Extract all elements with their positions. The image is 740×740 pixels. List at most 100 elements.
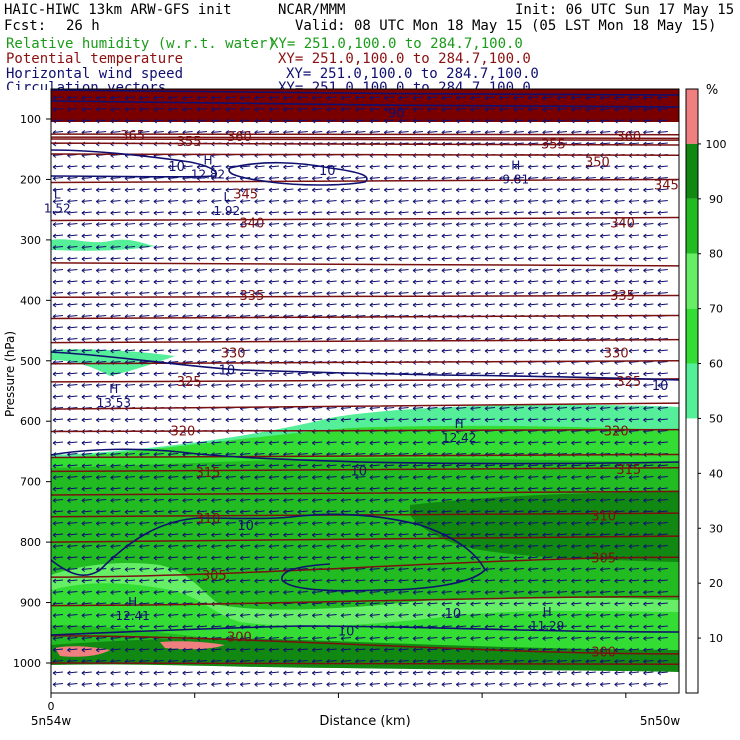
vector-arrow: [110, 624, 121, 630]
vector-arrow: [628, 210, 640, 216]
vector-arrow: [297, 256, 308, 262]
vector-arrow: [470, 440, 481, 446]
vector-arrow: [182, 521, 193, 526]
potential-temperature-contours: [51, 133, 679, 665]
vector-arrow: [355, 383, 366, 388]
vector-arrow: [499, 601, 510, 607]
vector-arrow: [124, 256, 136, 262]
vector-arrow: [499, 325, 510, 331]
vector-arrow: [628, 256, 640, 262]
vector-arrow: [628, 636, 640, 641]
vector-arrow: [182, 509, 193, 515]
vector-arrow: [167, 624, 179, 630]
theta-label: 360: [227, 130, 252, 145]
vector-arrow: [441, 417, 452, 423]
vector-arrow: [412, 279, 424, 285]
vector-arrow: [283, 532, 294, 538]
vector-arrow: [225, 383, 236, 388]
vector-arrow: [196, 337, 208, 342]
vector-arrow: [369, 325, 380, 331]
vector-arrow: [527, 417, 539, 423]
vector-arrow: [182, 256, 193, 262]
vector-arrow: [225, 509, 236, 515]
vector-arrow: [484, 532, 496, 538]
vector-arrow: [254, 291, 265, 296]
vector-arrow: [211, 521, 222, 526]
vector-arrow: [167, 245, 179, 250]
theta-label: 340: [610, 217, 635, 232]
vector-arrow: [599, 682, 611, 687]
vector-arrow: [311, 463, 323, 469]
vector-arrow: [484, 210, 496, 216]
vector-arrow: [398, 463, 409, 469]
vector-arrow: [455, 544, 467, 549]
vector-arrow: [182, 613, 193, 618]
vector-arrow: [643, 486, 654, 492]
vector-arrow: [657, 199, 668, 204]
vector-arrow: [484, 555, 496, 561]
vector-arrow: [139, 486, 150, 492]
vector-arrow: [95, 118, 107, 124]
vector-arrow: [585, 95, 596, 101]
vector-arrow: [254, 567, 265, 572]
vector-arrow: [499, 107, 510, 112]
vector-arrow: [542, 95, 553, 101]
vector-arrow: [95, 613, 107, 618]
vector-arrow: [455, 475, 467, 480]
vector-arrow: [254, 325, 265, 331]
vector-arrow: [67, 647, 78, 653]
y-tick-label: 400: [20, 294, 41, 307]
vector-arrow: [571, 222, 582, 227]
vector-arrow: [643, 199, 654, 204]
vector-arrow: [513, 383, 524, 388]
vector-arrow: [398, 590, 409, 595]
vector-arrow: [585, 348, 596, 354]
vector-arrow: [225, 199, 236, 204]
vector-arrow: [139, 590, 150, 595]
vector-arrow: [52, 337, 64, 342]
vector-arrow: [153, 210, 164, 216]
vector-arrow: [441, 544, 452, 549]
vector-arrow: [153, 544, 164, 549]
vector-arrow: [153, 164, 164, 170]
theta-contour: [51, 535, 679, 543]
vector-arrow: [326, 233, 337, 239]
vector-arrow: [599, 647, 611, 653]
vector-arrow: [355, 325, 366, 331]
vector-arrow: [52, 199, 64, 204]
theta-label: 355: [177, 135, 202, 150]
colorbar-label: 50: [709, 412, 723, 425]
theta-label: 310: [591, 510, 616, 525]
init-time: Init: 06 UTC Sun 17 May 15: [515, 2, 735, 18]
vector-arrow: [124, 578, 136, 584]
vector-arrow: [283, 187, 294, 193]
vector-arrow: [297, 486, 308, 492]
vector-arrow: [124, 624, 136, 630]
vector-arrow: [542, 233, 553, 239]
vector-arrow: [614, 164, 625, 170]
vector-arrow: [599, 268, 611, 273]
vector-arrow: [657, 256, 668, 262]
vector-arrow: [311, 555, 323, 561]
vector-arrow: [383, 291, 395, 296]
vector-arrow: [369, 164, 380, 170]
vector-arrow: [81, 624, 92, 630]
vector-arrow: [355, 636, 366, 641]
vector-arrow: [441, 463, 452, 469]
vector-arrow: [614, 95, 625, 101]
vector-arrow: [52, 107, 64, 112]
vector-arrow: [527, 325, 539, 331]
vector-arrow: [95, 578, 107, 584]
vector-arrow: [599, 164, 611, 170]
vector-arrow: [52, 555, 64, 561]
vector-arrow: [139, 521, 150, 526]
vector-arrow: [167, 475, 179, 480]
vector-arrow: [427, 544, 438, 549]
vector-arrow: [556, 233, 568, 239]
vector-arrow: [124, 95, 136, 101]
vector-arrow: [643, 245, 654, 250]
vector-arrow: [412, 417, 424, 423]
vector-arrow: [239, 682, 251, 687]
vector-arrow: [643, 601, 654, 607]
vector-arrow: [412, 291, 424, 296]
